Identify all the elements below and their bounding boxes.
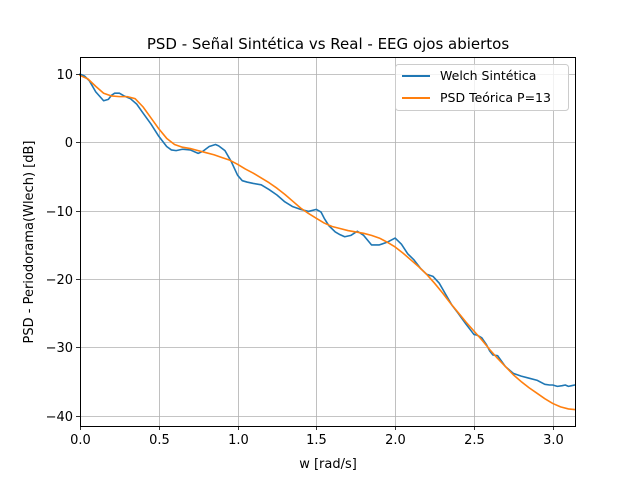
- x-tick-label: 0.5: [149, 433, 170, 448]
- x-tick-label: 2.0: [385, 433, 406, 448]
- x-tick-label: 1.0: [228, 433, 249, 448]
- legend-label-welch: Welch Sintética: [440, 68, 536, 83]
- y-tick-label: 10: [56, 68, 73, 83]
- plot-frame: [80, 57, 576, 427]
- y-tick-label: −40: [46, 410, 73, 425]
- series-line-teorica: [79, 74, 576, 411]
- legend-box: [395, 64, 569, 111]
- grid-layer: [80, 57, 575, 426]
- y-tick-label: −20: [46, 273, 73, 288]
- x-tick-label: 3.0: [543, 433, 564, 448]
- chart-title: PSD - Señal Sintética vs Real - EEG ojos…: [147, 35, 510, 53]
- series-layer: [79, 73, 576, 411]
- y-axis-label: PSD - Periodorama(Wlech) [dB]: [22, 141, 37, 344]
- x-tick-label: 0.0: [70, 433, 91, 448]
- y-tick-label: 0: [65, 136, 73, 151]
- legend: Welch Sintética PSD Teórica P=13: [395, 64, 569, 111]
- x-axis-label: w [rad/s]: [299, 457, 357, 472]
- y-tick-label: −10: [46, 205, 73, 220]
- y-tick-label: −30: [46, 341, 73, 356]
- x-tick-label: 2.5: [464, 433, 485, 448]
- legend-label-teorica: PSD Teórica P=13: [440, 90, 551, 105]
- x-tick-label: 1.5: [306, 433, 327, 448]
- tick-layer: 0.0 0.5 1.0 1.5 2.0 2.5 3.0 10 0 −10 −20 −30 −40: [46, 68, 564, 448]
- series-line-welch: [79, 73, 576, 388]
